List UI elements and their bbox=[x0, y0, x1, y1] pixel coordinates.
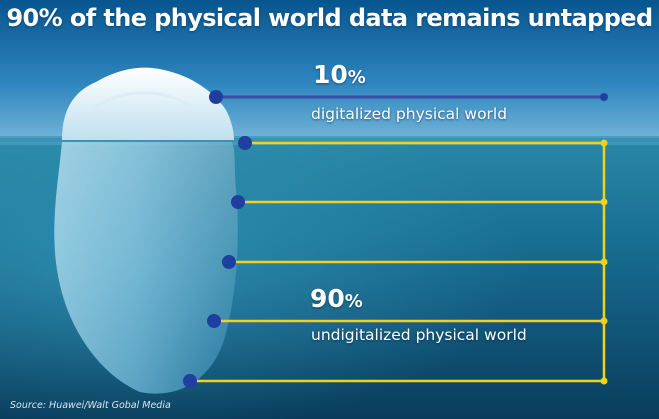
connector-dot bbox=[231, 195, 245, 209]
page-title: 90% of the physical world data remains u… bbox=[6, 4, 653, 32]
digitalized-percentage: 10% bbox=[313, 60, 366, 89]
connector-end-dot bbox=[600, 377, 608, 385]
waterline bbox=[0, 136, 659, 142]
connector-end-dot bbox=[600, 139, 608, 147]
digitalized-percent-symbol: % bbox=[347, 67, 366, 88]
connector-end-dot bbox=[600, 93, 608, 101]
connector-end-dot bbox=[600, 258, 608, 266]
iceberg-tip bbox=[62, 67, 234, 140]
undigitalized-percent-symbol: % bbox=[344, 291, 363, 312]
connector-dot bbox=[222, 255, 236, 269]
digitalized-value: 10 bbox=[313, 60, 348, 89]
connector-end-dot bbox=[600, 198, 608, 206]
undigitalized-label: undigitalized physical world bbox=[311, 326, 527, 344]
connector-dot bbox=[183, 374, 197, 388]
digitalized-label: digitalized physical world bbox=[311, 105, 508, 123]
source-credit: Source: Huawei/Walt Gobal Media bbox=[10, 400, 171, 411]
connector-end-dot bbox=[600, 317, 608, 325]
connector-dot bbox=[209, 90, 223, 104]
undigitalized-percentage: 90% bbox=[310, 284, 363, 313]
connector-dot bbox=[238, 136, 252, 150]
undigitalized-value: 90 bbox=[310, 284, 345, 313]
connector-dot bbox=[207, 314, 221, 328]
